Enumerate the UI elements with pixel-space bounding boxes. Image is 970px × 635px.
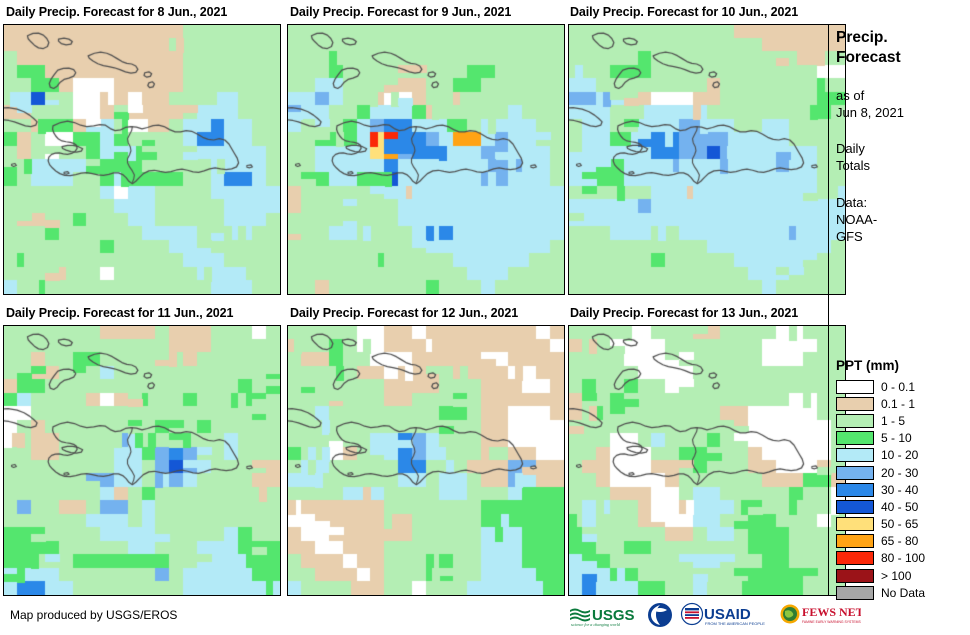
panel-title-9: Daily Precip. Forecast for 9 Jun., 2021 [290, 5, 512, 19]
legend-label: No Data [881, 585, 926, 600]
legend-item: No Data [836, 584, 970, 601]
as-of-date: Jun 8, 2021 [836, 104, 904, 120]
map-panel-8[interactable] [3, 24, 281, 295]
legend-rows: 0 - 0.1 0.1 - 1 1 - 5 5 - 10 10 - 20 20 - 30 3… [836, 378, 970, 601]
legend-label: 20 - 30 [881, 465, 919, 480]
legend-title: PPT (mm) [836, 358, 900, 373]
legend-label: 50 - 65 [881, 517, 919, 532]
svg-text:USAID: USAID [704, 606, 751, 623]
map-credit: Map produced by USGS/EROS [10, 608, 178, 622]
panel-title-10: Daily Precip. Forecast for 10 Jun., 2021 [570, 5, 799, 19]
legend-item: 1 - 5 [836, 412, 970, 429]
svg-text:FEWS NET: FEWS NET [802, 605, 861, 619]
legend-item: 20 - 30 [836, 464, 970, 481]
legend-item: 0 - 0.1 [836, 378, 970, 395]
map-panel-13[interactable] [568, 325, 846, 596]
panel-title-11: Daily Precip. Forecast for 11 Jun., 2021 [6, 306, 234, 320]
as-of-label: as of [836, 87, 865, 103]
data-source-block: Data: NOAA- GFS [836, 195, 970, 246]
legend-label: 65 - 80 [881, 534, 919, 549]
legend-item: 40 - 50 [836, 498, 970, 515]
legend-swatch [836, 465, 874, 480]
legend-swatch [836, 448, 874, 463]
legend-item: > 100 [836, 567, 970, 584]
precip-raster-12 [288, 326, 564, 595]
as-of-block: as of Jun 8, 2021 [836, 88, 970, 122]
legend-label: > 100 [881, 568, 912, 583]
usgs-logo: USGS science for a changing world [568, 602, 640, 628]
svg-text:USGS: USGS [592, 607, 635, 624]
usaid-logo: USAID FROM THE AMERICAN PEOPLE [680, 602, 772, 628]
map-panel-9[interactable] [287, 24, 565, 295]
map-panel-11[interactable] [3, 325, 281, 596]
legend-swatch [836, 431, 874, 446]
legend-label: 0 - 0.1 [881, 379, 916, 394]
legend-label: 10 - 20 [881, 448, 919, 463]
totals-line1: Daily [836, 141, 865, 157]
fewsnet-logo: FEWS NET FAMINE EARLY WARNING SYSTEMS NE… [779, 602, 861, 628]
totals-line2: Totals [836, 158, 870, 174]
legend-label: 0.1 - 1 [881, 396, 916, 411]
side-title-line1: Precip. [836, 29, 888, 46]
legend-label: 1 - 5 [881, 413, 906, 428]
legend-item: 10 - 20 [836, 447, 970, 464]
legend-swatch [836, 413, 874, 428]
precip-raster-11 [4, 326, 280, 595]
side-title-line2: Forecast [836, 48, 901, 66]
precip-raster-8 [4, 25, 280, 294]
panel-title-12: Daily Precip. Forecast for 12 Jun., 2021 [290, 306, 519, 320]
svg-text:FAMINE EARLY WARNING SYSTEMS N: FAMINE EARLY WARNING SYSTEMS NETWORK [802, 620, 861, 624]
legend-item: 65 - 80 [836, 533, 970, 550]
data-source-label: Data: [836, 195, 868, 211]
legend-label: 80 - 100 [881, 551, 926, 566]
legend-item: 30 - 40 [836, 481, 970, 498]
legend-item: 80 - 100 [836, 550, 970, 567]
legend-label: 40 - 50 [881, 499, 919, 514]
legend-swatch [836, 551, 874, 566]
precip-legend: PPT (mm) 0 - 0.1 0.1 - 1 1 - 5 5 - 10 10 - 2… [836, 358, 970, 601]
legend-swatch [836, 568, 874, 583]
svg-text:science for a changing world: science for a changing world [571, 622, 621, 627]
legend-label: 30 - 40 [881, 482, 919, 497]
panel-title-8: Daily Precip. Forecast for 8 Jun., 2021 [6, 5, 228, 19]
svg-text:FROM THE AMERICAN PEOPLE: FROM THE AMERICAN PEOPLE [705, 621, 765, 626]
legend-swatch [836, 379, 874, 394]
map-panel-10[interactable] [568, 24, 846, 295]
legend-swatch [836, 534, 874, 549]
precip-raster-9 [288, 25, 564, 294]
data-source-line2: NOAA- [836, 212, 878, 228]
panel-divider [828, 24, 829, 596]
totals-block: Daily Totals [836, 141, 970, 175]
side-info-panel: Precip. Forecast as of Jun 8, 2021 Daily… [836, 28, 970, 246]
precip-raster-13 [569, 326, 845, 595]
legend-item: 0.1 - 1 [836, 395, 970, 412]
legend-swatch [836, 482, 874, 497]
noaa-logo [648, 603, 672, 627]
legend-swatch [836, 396, 874, 411]
data-source-line3: GFS [836, 229, 863, 244]
legend-swatch [836, 517, 874, 532]
panel-title-13: Daily Precip. Forecast for 13 Jun., 2021 [570, 306, 799, 320]
precip-raster-10 [569, 25, 845, 294]
legend-item: 50 - 65 [836, 516, 970, 533]
legend-label: 5 - 10 [881, 431, 912, 446]
map-panel-12[interactable] [287, 325, 565, 596]
legend-swatch [836, 585, 874, 600]
legend-item: 5 - 10 [836, 430, 970, 447]
agency-logo-strip: USGS science for a changing world USAID … [568, 600, 861, 630]
legend-swatch [836, 499, 874, 514]
